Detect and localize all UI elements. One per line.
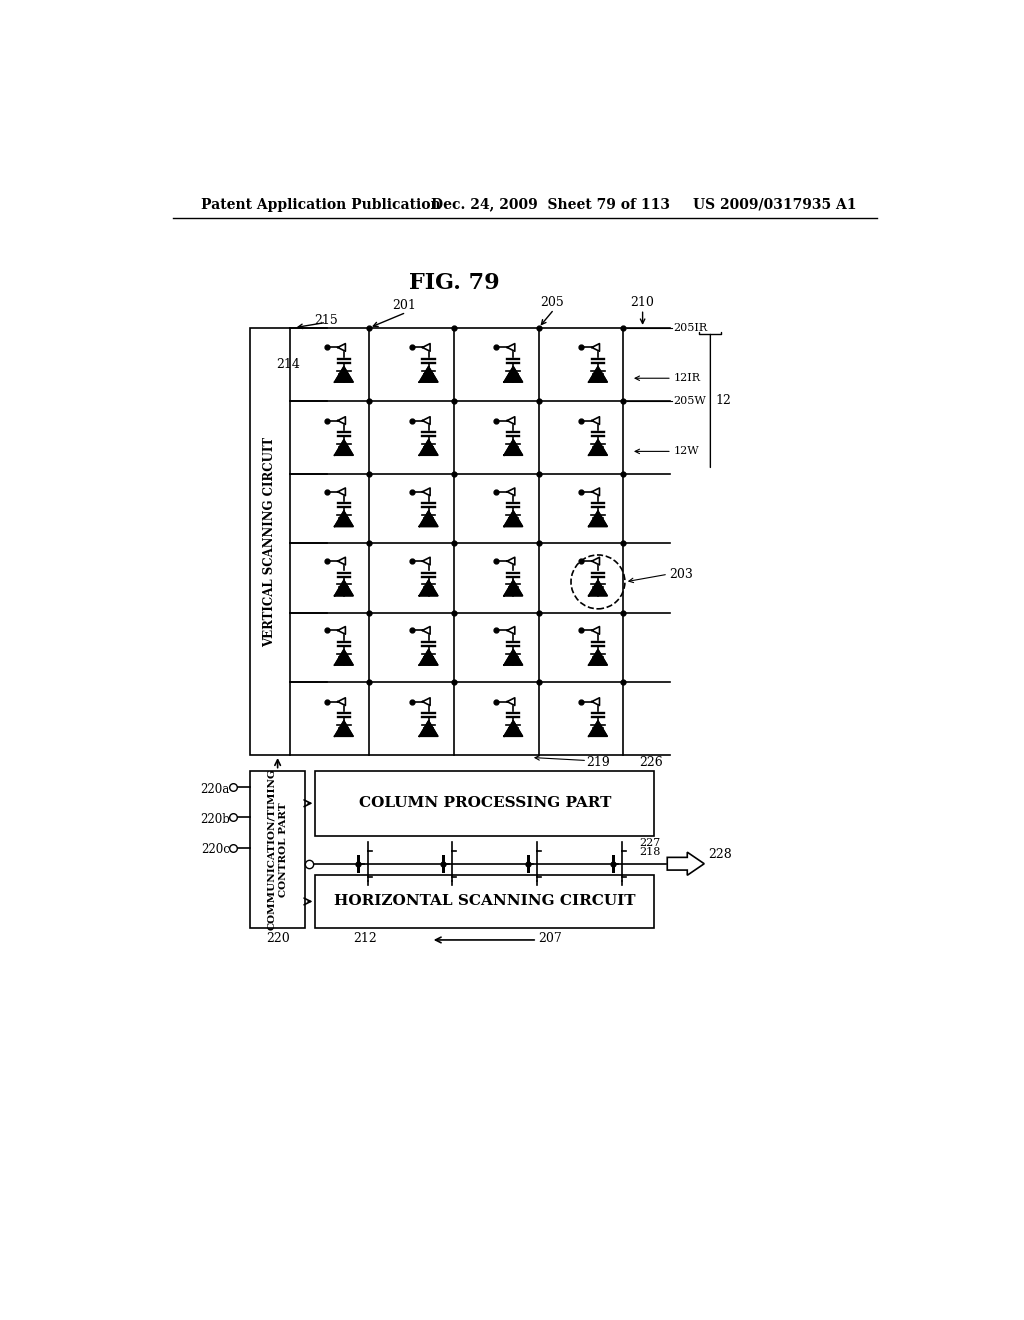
Text: VERTICAL SCANNING CIRCUIT: VERTICAL SCANNING CIRCUIT — [263, 437, 276, 647]
FancyArrow shape — [668, 853, 705, 875]
Polygon shape — [507, 557, 515, 565]
Polygon shape — [589, 721, 607, 737]
Text: 219: 219 — [587, 756, 610, 770]
Polygon shape — [335, 649, 353, 665]
Text: US 2009/0317935 A1: US 2009/0317935 A1 — [692, 198, 856, 211]
Text: HORIZONTAL SCANNING CIRCUIT: HORIZONTAL SCANNING CIRCUIT — [334, 895, 636, 908]
Polygon shape — [422, 698, 430, 705]
Polygon shape — [592, 488, 599, 496]
Polygon shape — [422, 488, 430, 496]
Polygon shape — [338, 627, 345, 635]
Polygon shape — [335, 721, 353, 737]
Polygon shape — [335, 440, 353, 455]
FancyBboxPatch shape — [315, 875, 654, 928]
Text: 220: 220 — [266, 932, 290, 945]
Text: 227: 227 — [639, 838, 660, 847]
Polygon shape — [422, 627, 430, 635]
Polygon shape — [419, 581, 438, 595]
Polygon shape — [589, 367, 607, 381]
Polygon shape — [589, 511, 607, 527]
Polygon shape — [504, 649, 522, 665]
Text: 210: 210 — [631, 296, 654, 309]
Text: 201: 201 — [392, 300, 416, 313]
Text: 220a: 220a — [201, 783, 230, 796]
Polygon shape — [338, 343, 345, 351]
Text: 215: 215 — [314, 314, 338, 326]
Polygon shape — [504, 581, 522, 595]
Text: 203: 203 — [670, 568, 693, 581]
Text: 12IR: 12IR — [674, 374, 700, 383]
Polygon shape — [338, 698, 345, 705]
Polygon shape — [507, 343, 515, 351]
Polygon shape — [338, 557, 345, 565]
Text: 220b: 220b — [200, 813, 230, 825]
Polygon shape — [419, 367, 438, 381]
Polygon shape — [419, 511, 438, 527]
Text: 205W: 205W — [674, 396, 707, 407]
Polygon shape — [419, 649, 438, 665]
Polygon shape — [504, 511, 522, 527]
FancyBboxPatch shape — [250, 327, 290, 755]
Polygon shape — [335, 581, 353, 595]
Polygon shape — [504, 440, 522, 455]
Polygon shape — [507, 417, 515, 425]
Text: COLUMN PROCESSING PART: COLUMN PROCESSING PART — [358, 796, 611, 810]
Text: 226: 226 — [639, 756, 663, 770]
Polygon shape — [335, 511, 353, 527]
Polygon shape — [507, 698, 515, 705]
Polygon shape — [338, 488, 345, 496]
Text: 228: 228 — [708, 847, 732, 861]
Polygon shape — [504, 367, 522, 381]
Polygon shape — [592, 627, 599, 635]
Text: 220c: 220c — [201, 843, 230, 857]
Polygon shape — [335, 367, 353, 381]
Text: Dec. 24, 2009  Sheet 79 of 113: Dec. 24, 2009 Sheet 79 of 113 — [431, 198, 670, 211]
Text: 207: 207 — [539, 932, 562, 945]
Text: Patent Application Publication: Patent Application Publication — [202, 198, 441, 211]
Polygon shape — [507, 627, 515, 635]
Polygon shape — [419, 440, 438, 455]
Text: 214: 214 — [276, 358, 300, 371]
Text: 212: 212 — [353, 932, 377, 945]
Text: COMMUNICATION/TIMING
CONTROL PART: COMMUNICATION/TIMING CONTROL PART — [267, 768, 288, 931]
Text: 205: 205 — [541, 296, 564, 309]
Polygon shape — [422, 557, 430, 565]
Text: FIG. 79: FIG. 79 — [409, 272, 500, 294]
FancyBboxPatch shape — [315, 771, 654, 836]
Polygon shape — [422, 343, 430, 351]
Polygon shape — [589, 440, 607, 455]
Text: 12W: 12W — [674, 446, 699, 457]
Polygon shape — [504, 721, 522, 737]
Polygon shape — [589, 649, 607, 665]
Polygon shape — [592, 698, 599, 705]
Polygon shape — [592, 417, 599, 425]
Text: 12: 12 — [716, 395, 731, 408]
Polygon shape — [422, 417, 430, 425]
Polygon shape — [592, 557, 599, 565]
Polygon shape — [589, 581, 607, 595]
Polygon shape — [592, 343, 599, 351]
Text: 218: 218 — [639, 847, 660, 857]
Polygon shape — [419, 721, 438, 737]
FancyBboxPatch shape — [250, 771, 305, 928]
Text: 205IR: 205IR — [674, 323, 708, 333]
Polygon shape — [507, 488, 515, 496]
Polygon shape — [338, 417, 345, 425]
